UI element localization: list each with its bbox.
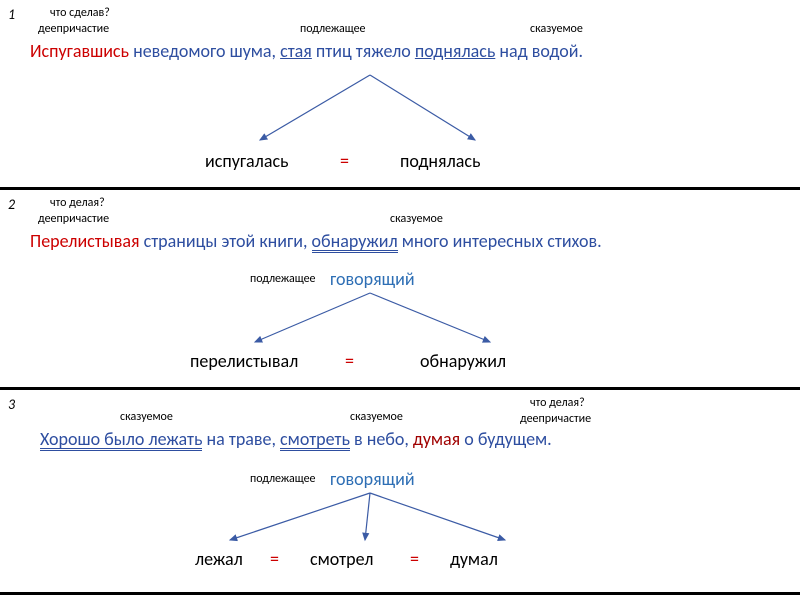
speaker-label: говорящий [330,468,415,490]
predicate-annotation-1: сказуемое [120,410,173,424]
derived-right: обнаружил [420,350,506,372]
speaker-label: говорящий [330,268,415,290]
triple-fork-arrows [170,490,570,548]
gerund-word: думая [413,428,460,450]
question-annotation: что делая? [50,196,105,210]
equals-sign: = [340,150,349,172]
derived-left: перелистывал [190,350,298,372]
subject-annotation: подлежащее [250,472,316,486]
fork-arrows [200,290,540,350]
subject-annotation: подлежащее [250,272,316,286]
subject-word: стая [280,40,312,62]
predicate-word: обнаружил [312,232,398,253]
derived-3: думал [450,548,498,570]
sentence-text: страницы этой книги, [140,230,312,252]
predicate-word: поднялась [415,40,495,62]
equals-sign: = [345,350,354,372]
predicate-word: Хорошо было лежать [40,430,202,451]
predicate-annotation: сказуемое [530,22,583,36]
predicate-word: смотреть [280,430,350,451]
sentence-text: много интересных стихов. [398,230,602,252]
panel-number: 1 [8,6,15,23]
panel-number: 2 [8,196,15,213]
participle-annotation: деепричастие [38,212,109,226]
derived-1: лежал [195,548,243,570]
panel-number: 3 [8,396,15,413]
derived-2: смотрел [310,548,373,570]
equals-sign: = [410,548,419,570]
participle-annotation: деепричастие [38,22,109,36]
sentence-text: о будущем. [460,428,551,450]
sentence-text: неведомого шума, [129,40,280,62]
derived-left: испугалась [205,150,289,172]
equals-sign: = [270,548,279,570]
derived-right: поднялась [400,150,480,172]
sentence-text: в небо, [350,428,413,450]
fork-arrows [220,70,520,150]
sentence-text: на траве, [202,428,280,450]
sentence: Хорошо было лежать на траве, смотреть в … [40,428,552,451]
predicate-annotation: сказуемое [390,212,443,226]
question-annotation: что сделав? [50,6,110,20]
participle-annotation: деепричастие [520,412,591,426]
sentence: Испугавшись неведомого шума, стая птиц т… [30,40,583,62]
subject-annotation: подлежащее [300,22,366,36]
question-annotation: что делая? [530,396,585,410]
sentence-text: над водой. [495,40,583,62]
predicate-annotation-2: сказуемое [350,410,403,424]
sentence-text: птиц тяжело [312,40,415,62]
gerund-word: Перелистывая [30,230,140,252]
sentence: Перелистывая страницы этой книги, обнару… [30,230,602,253]
gerund-word: Испугавшись [30,40,129,62]
